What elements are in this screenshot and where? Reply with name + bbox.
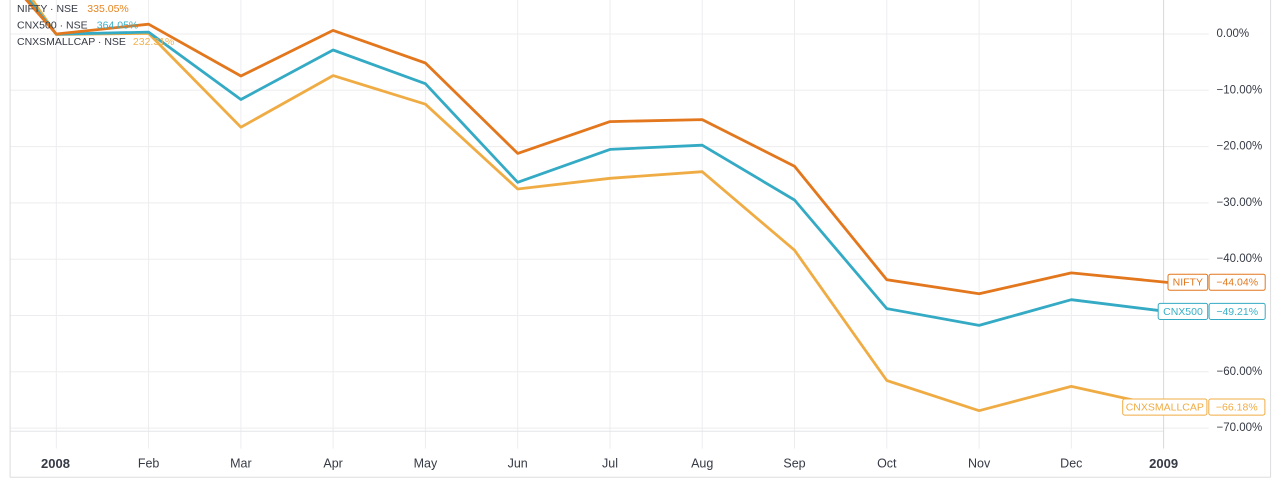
svg-text:−20.00%: −20.00% [1217,141,1263,153]
svg-text:Sep: Sep [783,457,805,471]
svg-text:Feb: Feb [138,457,160,471]
svg-text:NIFTY: NIFTY [1173,277,1203,289]
svg-text:CNX500: CNX500 [1163,306,1203,318]
svg-text:364.05%: 364.05% [97,20,138,32]
svg-text:CNX500 · NSE: CNX500 · NSE [17,20,88,32]
svg-text:0.00%: 0.00% [1217,28,1250,40]
svg-text:NIFTY · NSE: NIFTY · NSE [17,3,78,15]
svg-text:May: May [414,457,438,471]
svg-text:Dec: Dec [1060,457,1082,471]
svg-text:Oct: Oct [877,457,897,471]
svg-text:Apr: Apr [323,457,342,471]
svg-text:−44.04%: −44.04% [1216,277,1258,289]
svg-text:−66.18%: −66.18% [1216,402,1258,414]
svg-text:2009: 2009 [1149,456,1178,471]
svg-text:−70.00%: −70.00% [1217,422,1263,434]
svg-text:Jun: Jun [508,457,528,471]
svg-text:Aug: Aug [691,457,713,471]
svg-text:Nov: Nov [968,457,991,471]
svg-text:CNXSMALLCAP · NSE: CNXSMALLCAP · NSE [17,36,126,48]
svg-text:−40.00%: −40.00% [1217,253,1263,265]
svg-text:CNXSMALLCAP: CNXSMALLCAP [1126,402,1204,414]
svg-text:Mar: Mar [230,457,252,471]
svg-text:−49.21%: −49.21% [1216,306,1258,318]
svg-text:−60.00%: −60.00% [1217,366,1263,378]
svg-text:Jul: Jul [602,457,618,471]
svg-text:2008: 2008 [41,456,70,471]
svg-text:335.05%: 335.05% [87,3,128,15]
svg-text:−30.00%: −30.00% [1217,197,1263,209]
svg-text:232.31%: 232.31% [133,36,174,48]
svg-text:−10.00%: −10.00% [1217,84,1263,96]
